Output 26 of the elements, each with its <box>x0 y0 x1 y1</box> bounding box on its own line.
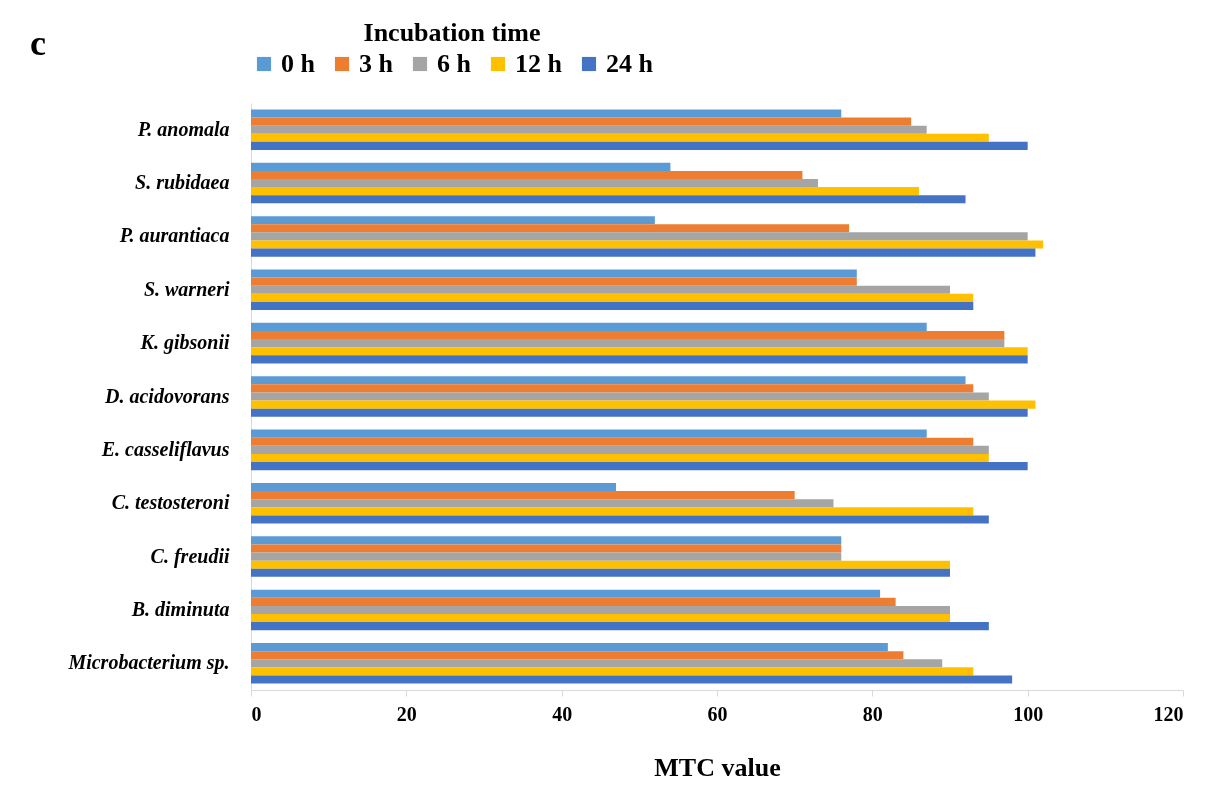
y-tick-label: S. rubidaea <box>135 171 230 194</box>
legend-label: 3 h <box>359 49 394 78</box>
legend-label: 24 h <box>606 49 654 78</box>
y-tick-label: D. acidovorans <box>104 384 230 407</box>
x-tick-label: 60 <box>707 702 728 725</box>
legend-label: 0 h <box>281 49 316 78</box>
x-tick-label: 40 <box>552 702 573 725</box>
text: c <box>30 22 46 64</box>
x-tick-label: 0 <box>251 702 262 725</box>
y-tick-label: S. warneri <box>143 277 230 300</box>
y-tick-label: C. freudii <box>150 544 230 568</box>
legend-title: Incubation time <box>363 18 541 47</box>
y-tick-label: C. testosteroni <box>111 491 230 514</box>
y-tick-label: B. diminuta <box>130 597 230 620</box>
x-tick-label: 120 <box>1153 702 1184 725</box>
x-tick-label: 100 <box>1013 702 1044 725</box>
x-tick-label: 20 <box>396 702 417 725</box>
x-tick-label: 80 <box>862 702 883 725</box>
y-tick-label: E. casseliflavus <box>100 437 230 461</box>
y-tick-label: P. aurantiaca <box>118 224 230 247</box>
y-tick-label: K. gibsonii <box>139 331 230 355</box>
x-axis-title: MTC value <box>654 752 781 782</box>
legend-label: 6 h <box>437 49 472 78</box>
y-tick-label: Microbacterium sp. <box>67 651 230 675</box>
legend-label: 12 h <box>515 49 563 78</box>
y-tick-label: P. anomala <box>136 117 230 140</box>
